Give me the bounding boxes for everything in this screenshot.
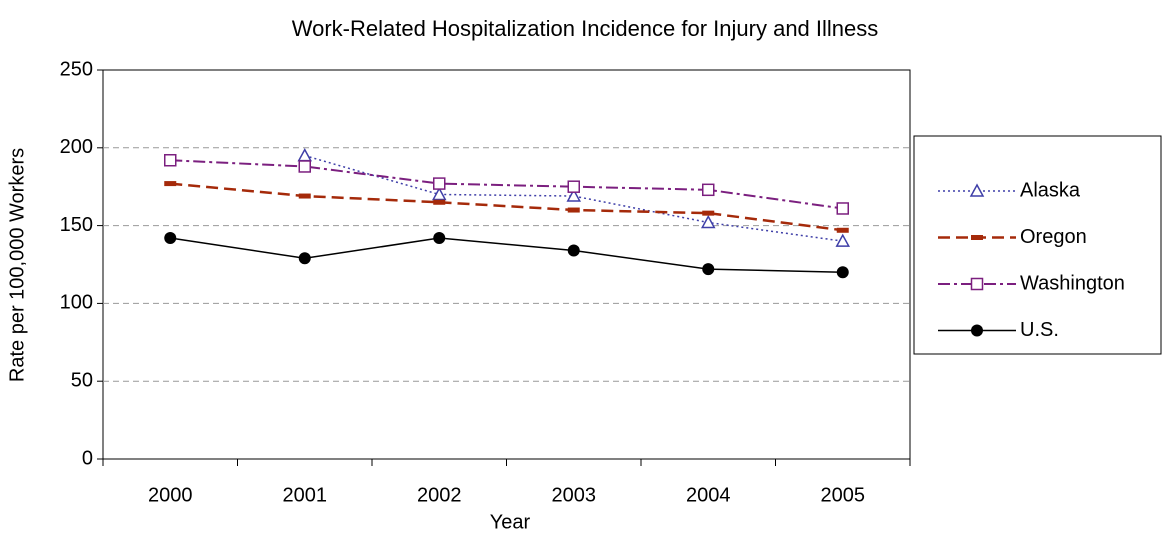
marker	[970, 277, 984, 291]
marker	[835, 233, 851, 247]
marker	[971, 235, 983, 240]
marker	[298, 160, 311, 173]
y-axis-label: Rate per 100,000 Workers	[6, 148, 28, 382]
chart-title: Work-Related Hospitalization Incidence f…	[292, 16, 879, 41]
marker	[971, 324, 983, 337]
legend-label: U.S.	[1020, 319, 1059, 341]
x-axis-label: Year	[490, 511, 531, 533]
x-tick-label: 2003	[552, 484, 597, 506]
y-tick-label: 200	[60, 136, 93, 158]
marker	[164, 153, 177, 167]
y-tick-label: 250	[60, 58, 93, 80]
marker	[164, 181, 177, 187]
marker	[567, 207, 580, 213]
marker	[567, 244, 580, 257]
marker	[969, 183, 985, 197]
series-line	[170, 182, 843, 232]
y-tick-label: 50	[71, 369, 93, 391]
marker	[700, 214, 716, 229]
marker	[836, 227, 849, 233]
x-tick-label: 2000	[148, 484, 193, 506]
marker	[433, 199, 446, 205]
marker	[702, 263, 715, 276]
marker	[567, 180, 580, 193]
x-tick-label: 2002	[417, 484, 462, 506]
y-tick-label: 150	[60, 214, 93, 236]
marker	[836, 266, 849, 279]
marker	[431, 186, 447, 201]
marker	[566, 188, 582, 202]
x-tick-label: 2004	[686, 484, 731, 506]
legend-label: Washington	[1020, 272, 1125, 294]
series-line	[170, 159, 843, 210]
legend: Alaska Oregon Washington U.S.	[913, 135, 1162, 355]
series-line	[304, 154, 843, 242]
marker	[433, 232, 446, 245]
marker	[433, 177, 446, 190]
legend-box	[913, 135, 1162, 355]
y-tick-label: 100	[60, 292, 93, 314]
marker	[702, 210, 715, 216]
legend-label: Alaska	[1020, 179, 1081, 201]
x-tick-label: 2005	[821, 484, 866, 506]
plot-area	[102, 69, 911, 460]
legend-label: Oregon	[1020, 226, 1087, 248]
series-line	[170, 237, 843, 274]
marker	[298, 193, 311, 199]
marker	[164, 232, 177, 245]
marker	[836, 202, 849, 215]
marker	[702, 183, 715, 197]
y-tick-label: 0	[82, 447, 93, 469]
marker	[298, 252, 311, 265]
x-tick-label: 2001	[283, 484, 328, 506]
